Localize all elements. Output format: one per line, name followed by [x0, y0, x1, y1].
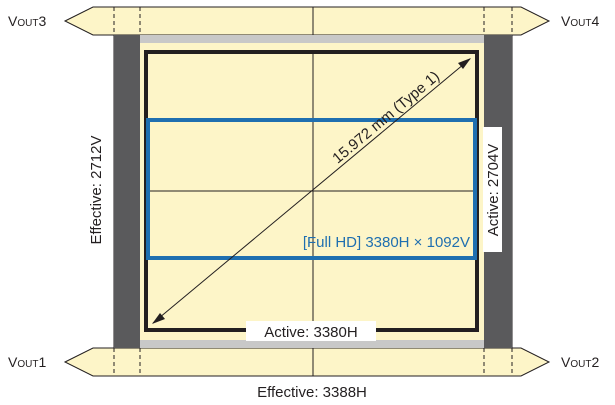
- active-h-label: Active: 3380H: [264, 324, 357, 341]
- top-readout-arrow: [63, 6, 551, 36]
- left-gray-band: [114, 35, 140, 348]
- effective-h-label: Effective: 3388H: [257, 384, 367, 401]
- bottom-light-band: [140, 340, 484, 348]
- diagonal-arrowhead-top: [458, 58, 471, 69]
- active-v-label: Active: 2704V: [485, 144, 502, 237]
- vout2-label: VOUT2: [561, 354, 599, 370]
- active-v-label-bg: [483, 127, 502, 252]
- diagonal-arrowhead-bottom: [152, 313, 165, 324]
- full-hd-label: [Full HD] 3380H × 1092V: [303, 234, 470, 251]
- active-h-label-bg: [246, 321, 376, 341]
- full-hd-region: [146, 118, 477, 260]
- diagonal-line: [152, 58, 471, 324]
- bottom-readout-arrow: [63, 347, 551, 377]
- vout3-label: VOUT3: [8, 13, 46, 29]
- vout4-label: VOUT4: [561, 13, 599, 29]
- vout1-label: VOUT1: [8, 354, 46, 370]
- top-light-band: [140, 35, 484, 43]
- effective-v-label: Effective: 2712V: [88, 136, 105, 245]
